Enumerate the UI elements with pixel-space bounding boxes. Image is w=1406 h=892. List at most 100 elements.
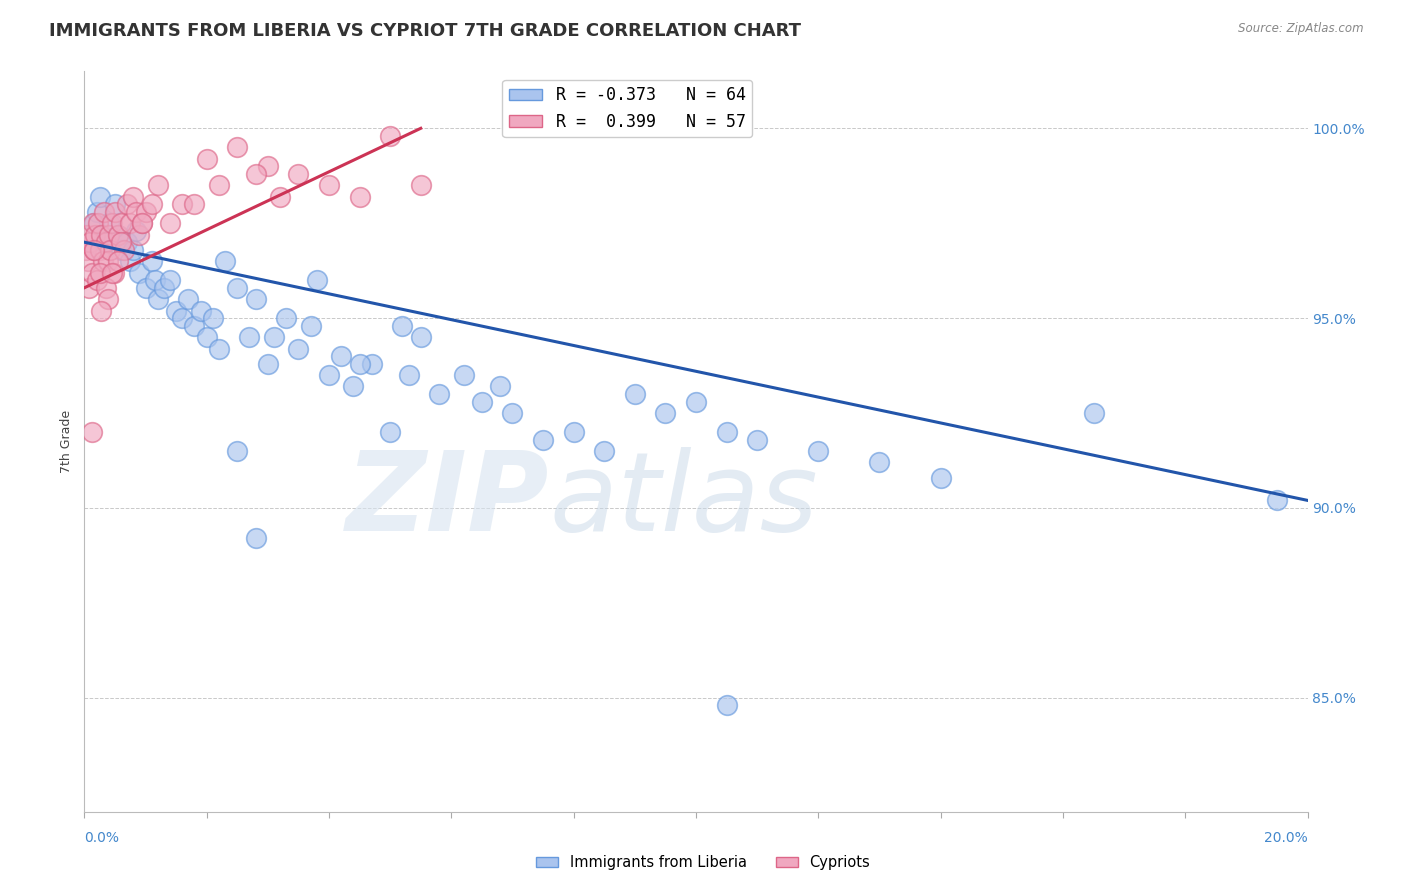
Point <box>94 235 117 250</box>
Point <box>195 152 218 166</box>
Point <box>165 303 187 318</box>
Point <box>86 204 108 219</box>
Point <box>87 216 110 230</box>
Text: Source: ZipAtlas.com: Source: ZipAtlas.com <box>1239 22 1364 36</box>
Point <box>84 227 107 242</box>
Point <box>489 379 512 393</box>
Point <box>135 204 157 219</box>
Point <box>83 243 105 257</box>
Point <box>76 227 98 242</box>
Point <box>1083 406 1105 420</box>
Point <box>195 330 218 344</box>
Point <box>112 243 135 257</box>
Point <box>201 311 224 326</box>
Point <box>269 189 291 203</box>
Point <box>183 318 205 333</box>
Point <box>409 330 432 344</box>
Point <box>110 216 132 230</box>
Point <box>120 216 142 230</box>
Point <box>97 254 120 268</box>
Point <box>716 425 738 439</box>
Point <box>685 394 707 409</box>
Point <box>208 178 231 193</box>
Point <box>83 243 105 257</box>
Point <box>146 178 169 193</box>
Point <box>531 433 554 447</box>
Point <box>869 455 891 469</box>
Point <box>330 349 353 363</box>
Point <box>929 470 952 484</box>
Legend: R = -0.373   N = 64, R =  0.399   N = 57: R = -0.373 N = 64, R = 0.399 N = 57 <box>502 79 752 137</box>
Point <box>141 197 163 211</box>
Point <box>190 303 212 318</box>
Point <box>172 311 194 326</box>
Point <box>153 281 176 295</box>
Text: 20.0%: 20.0% <box>1264 830 1308 845</box>
Point <box>97 292 120 306</box>
Point <box>89 243 111 257</box>
Point <box>747 433 769 447</box>
Point <box>349 357 371 371</box>
Point <box>131 216 153 230</box>
Point <box>453 368 475 383</box>
Point <box>159 216 181 230</box>
Point <box>107 227 129 242</box>
Point <box>79 235 101 250</box>
Point <box>104 204 127 219</box>
Point <box>128 266 150 280</box>
Point <box>107 254 129 268</box>
Point <box>257 159 280 173</box>
Point <box>86 273 108 287</box>
Point <box>380 128 402 143</box>
Point <box>110 243 132 257</box>
Point <box>257 357 280 371</box>
Point <box>83 216 105 230</box>
Point <box>318 368 340 383</box>
Point <box>214 254 236 268</box>
Text: atlas: atlas <box>550 447 818 554</box>
Point <box>80 266 103 280</box>
Point <box>807 444 830 458</box>
Point <box>245 167 267 181</box>
Point <box>263 330 285 344</box>
Point <box>471 394 494 409</box>
Point <box>90 227 112 242</box>
Point <box>115 235 138 250</box>
Point <box>125 224 148 238</box>
Point <box>349 189 371 203</box>
Point <box>141 254 163 268</box>
Point <box>226 140 249 154</box>
Point <box>94 281 117 295</box>
Point <box>131 216 153 230</box>
Point <box>98 243 121 257</box>
Text: IMMIGRANTS FROM LIBERIA VS CYPRIOT 7TH GRADE CORRELATION CHART: IMMIGRANTS FROM LIBERIA VS CYPRIOT 7TH G… <box>49 22 801 40</box>
Point <box>125 204 148 219</box>
Point <box>77 254 100 268</box>
Text: ZIP: ZIP <box>346 447 550 554</box>
Point <box>427 387 450 401</box>
Text: 0.0%: 0.0% <box>84 830 120 845</box>
Point <box>89 189 111 203</box>
Point <box>91 254 114 268</box>
Point <box>120 254 142 268</box>
Point <box>101 266 124 280</box>
Point <box>208 342 231 356</box>
Point <box>97 227 120 242</box>
Point <box>80 425 103 439</box>
Point <box>75 243 97 257</box>
Point <box>226 281 249 295</box>
Point <box>91 235 114 250</box>
Point <box>593 444 616 458</box>
Point <box>318 178 340 193</box>
Point <box>360 357 382 371</box>
Point <box>299 318 322 333</box>
Legend: Immigrants from Liberia, Cypriots: Immigrants from Liberia, Cypriots <box>530 849 876 876</box>
Point <box>409 178 432 193</box>
Point <box>342 379 364 393</box>
Point <box>110 235 132 250</box>
Point <box>97 216 120 230</box>
Point <box>122 189 145 203</box>
Point <box>287 167 309 181</box>
Point <box>624 387 647 401</box>
Point <box>398 368 420 383</box>
